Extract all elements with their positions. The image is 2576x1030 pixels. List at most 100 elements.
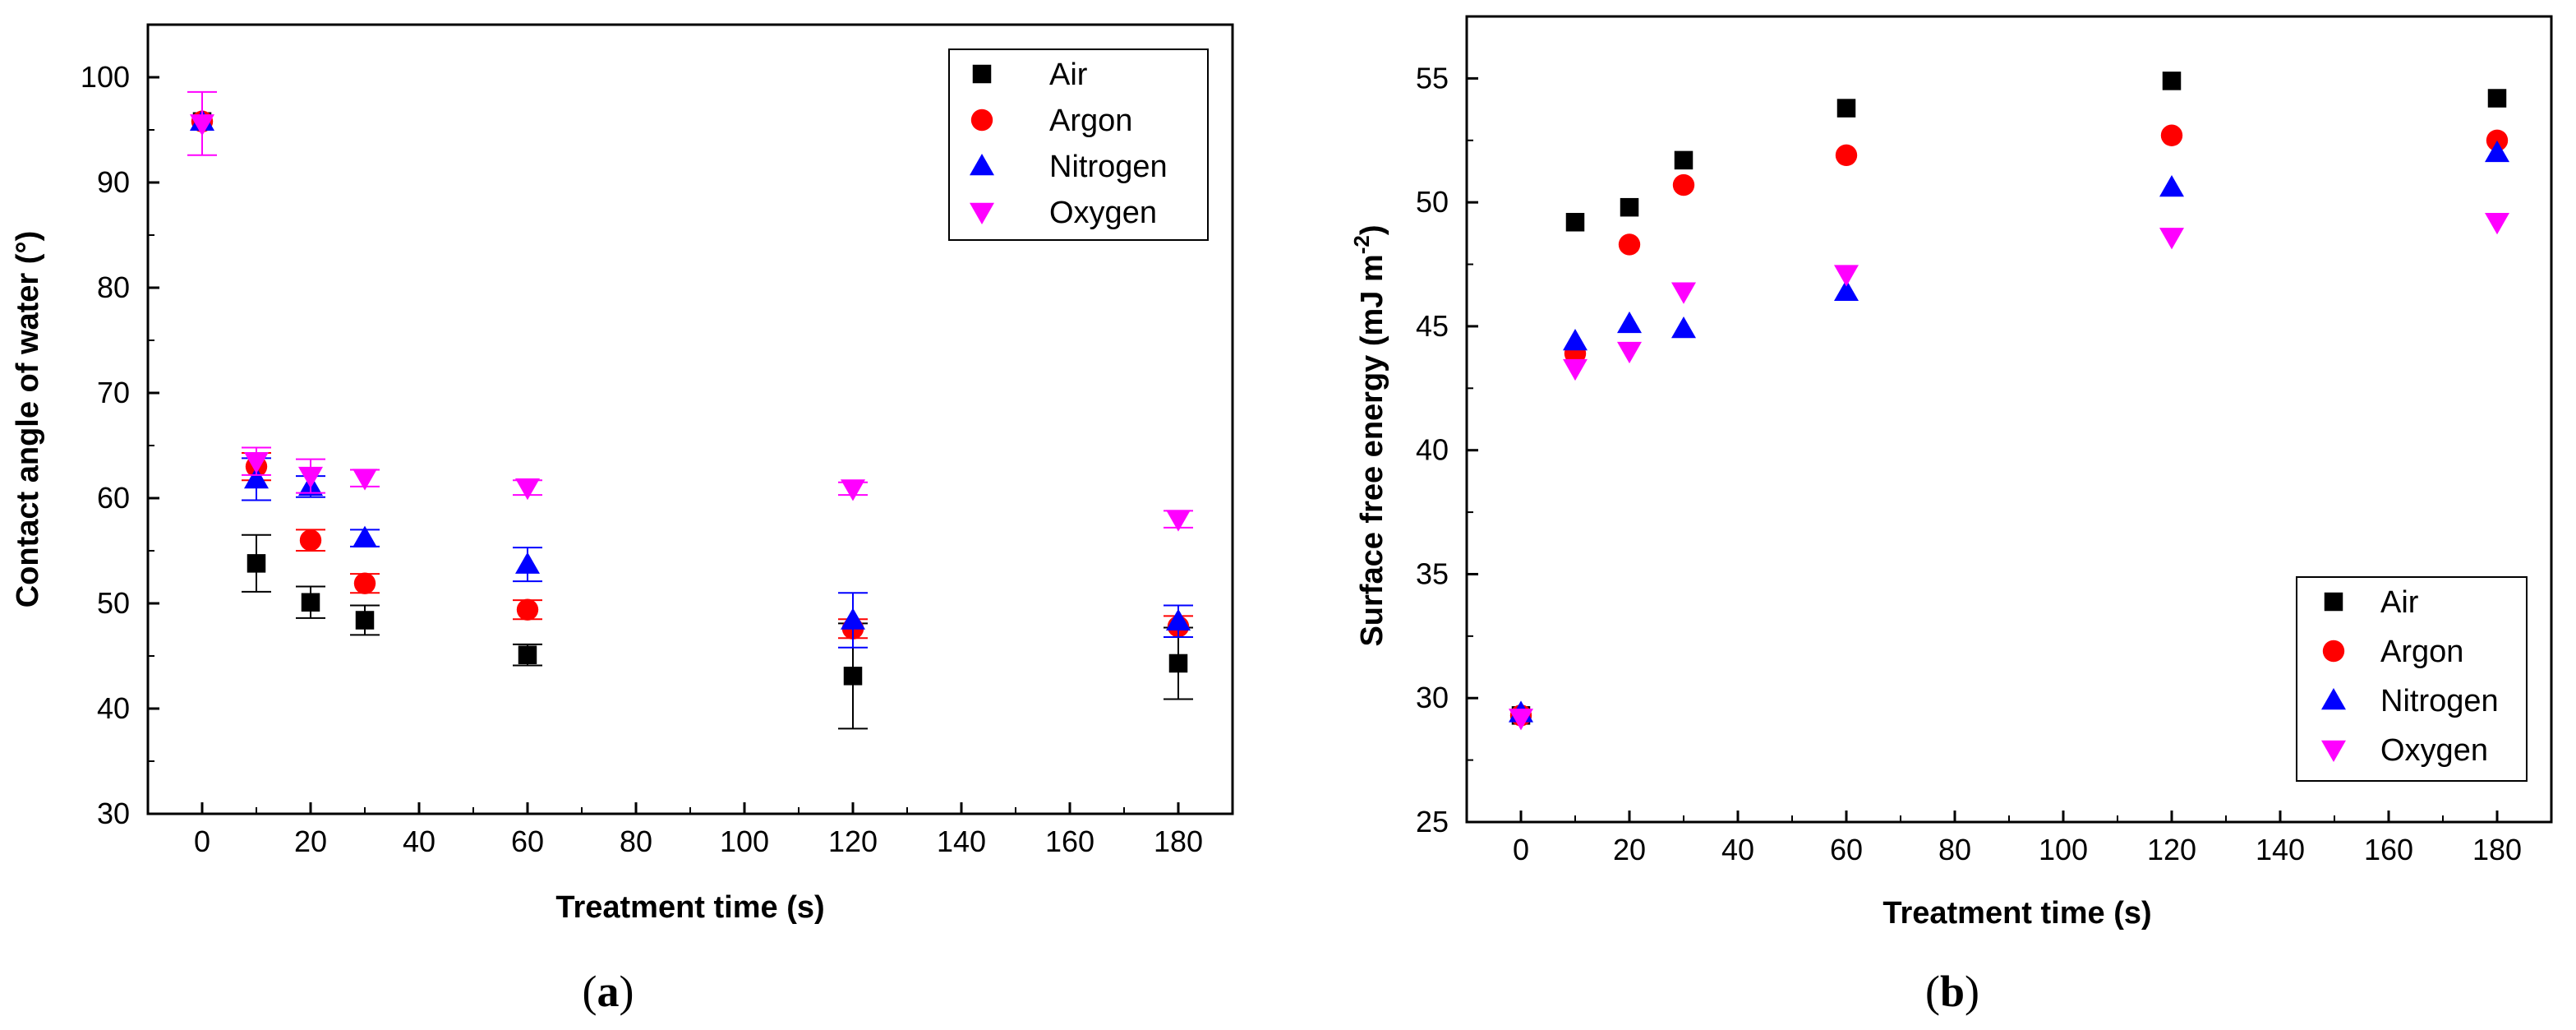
panel-a-series-nitrogen — [190, 109, 1193, 649]
panel-b-x-ticks: 0 20 40 60 80 100 120 140 160 180 — [1513, 811, 2522, 866]
panel-a-x-axis-title: Treatment time (s) — [555, 890, 824, 925]
panel-a-legend-entries: Air Argon Nitrogen Oxygen — [970, 58, 1168, 230]
panel-a-air-point — [518, 645, 537, 664]
panel-a-nitrogen-point — [353, 525, 377, 547]
panel-a-y-tick-label: 90 — [97, 165, 130, 199]
panel-b-legend-marker-oxygen — [2321, 740, 2346, 762]
panel-b-x-tick-label: 40 — [1721, 833, 1754, 866]
panel-a-x-tick-label: 40 — [403, 824, 435, 858]
panel-b-y-axis-title: Surface free energy (mJ m-2) — [1349, 224, 1389, 646]
panel-a-legend-label-air: Air — [1049, 58, 1088, 92]
panel-a-legend-label-nitrogen: Nitrogen — [1049, 150, 1168, 184]
panel-a-y-ticks: 30 40 50 60 70 80 90 100 — [81, 60, 159, 830]
panel-b-legend-label-nitrogen: Nitrogen — [2380, 684, 2499, 718]
panel-a-label-letter: a — [597, 967, 620, 1016]
panel-b-nitrogen-point — [2159, 175, 2184, 197]
panel-b-y-tick-label: 25 — [1416, 805, 1449, 838]
panel-b-x-tick-label: 160 — [2364, 833, 2413, 866]
panel-b-nitrogen-point — [1617, 311, 1642, 334]
panel-b-y-tick-label: 55 — [1416, 61, 1449, 95]
panel-b-y-tick-label: 50 — [1416, 185, 1449, 219]
panel-a-y-tick-label: 80 — [97, 270, 130, 304]
panel-a-panel-label: (a) — [583, 967, 634, 1016]
panel-a-argon-point — [299, 529, 322, 552]
panel-b-legend-label-oxygen: Oxygen — [2380, 733, 2488, 768]
panel-b-nitrogen-point — [1671, 316, 1696, 339]
panel-b-legend-marker-air — [2324, 592, 2343, 612]
panel-b-x-tick-label: 120 — [2147, 833, 2196, 866]
panel-b-argon-point — [2486, 129, 2509, 151]
panel-a-oxygen-point — [298, 466, 323, 489]
panel-a-legend-frame — [948, 48, 1209, 241]
panel-b-oxygen-point — [1834, 265, 1859, 287]
panel-b-y-ticks: 25 30 35 40 45 50 55 — [1416, 61, 1478, 838]
panel-b-x-tick-label: 0 — [1513, 833, 1529, 866]
panel-b-x-tick-label: 140 — [2256, 833, 2305, 866]
panel-a-oxygen-point — [1166, 510, 1191, 532]
panel-b-x-tick-label: 80 — [1938, 833, 1971, 866]
panel-a-x-tick-label: 20 — [294, 824, 327, 858]
panel-a-nitrogen-point — [244, 466, 269, 489]
panel-b-y-axis-title-suffix: ) — [1355, 224, 1389, 235]
panel-b-oxygen-point — [1617, 341, 1642, 364]
panel-a-y-tick-label: 30 — [97, 797, 130, 830]
panel-a-legend-marker-air — [972, 64, 992, 84]
panel-a-y-tick-label: 100 — [81, 60, 130, 94]
panel-b-legend: Air Argon Nitrogen Oxygen — [2296, 576, 2528, 782]
panel-b-legend-marker-nitrogen — [2321, 688, 2346, 710]
panel-b-series-oxygen — [1509, 213, 2509, 731]
panel-a-air-point — [1168, 654, 1188, 673]
panel-a-oxygen-point — [841, 479, 865, 501]
panel-b-argon-point — [1672, 173, 1695, 196]
panel-b-nitrogen-point — [1834, 279, 1859, 301]
panel-b-label-letter: b — [1940, 967, 1965, 1016]
panel-a-series-oxygen — [187, 90, 1193, 532]
panel-b-legend-label-air: Air — [2380, 585, 2419, 620]
panel-a-nitrogen-point — [515, 552, 540, 574]
panel-a-legend: Air Argon Nitrogen Oxygen — [948, 48, 1209, 241]
panel-a-legend-marker-argon — [970, 109, 993, 132]
panel-b-oxygen-point — [1563, 358, 1588, 381]
panel-a-contact-angle-chart: 0 20 40 60 80 100 120 140 160 180 30 40 50 60 70 80 90 1… — [11, 23, 1234, 1016]
panel-b-label-open: ( — [1925, 967, 1940, 1016]
panel-b-x-tick-label: 100 — [2039, 833, 2088, 866]
panel-b-legend-marker-argon — [2322, 640, 2345, 663]
panel-a-argon-point — [516, 598, 539, 621]
panel-b-argon-point — [2160, 124, 2183, 146]
panel-b-argon-point — [1835, 144, 1858, 167]
panel-b-data-points — [1509, 72, 2509, 731]
panel-b-nitrogen-point — [1563, 329, 1588, 351]
panel-a-x-tick-label: 60 — [511, 824, 544, 858]
panel-a-legend-label-oxygen: Oxygen — [1049, 196, 1157, 230]
panel-b-panel-label: (b) — [1925, 967, 1979, 1016]
panel-b-air-point — [2487, 89, 2507, 108]
panel-a-air-point — [843, 667, 863, 686]
panel-b-y-tick-label: 30 — [1416, 681, 1449, 714]
panel-b-surface-energy-chart: 0 20 40 60 80 100 120 140 160 180 25303540455055 … — [1349, 15, 2553, 1016]
panel-a-oxygen-point — [244, 451, 269, 474]
panel-a-nitrogen-point — [1166, 608, 1191, 631]
panel-b-air-point — [1674, 150, 1694, 170]
panel-b-air-point — [1565, 213, 1585, 232]
panel-b-legend-label-argon: Argon — [2380, 635, 2463, 669]
panel-b-y-axis-title-main: Surface free energy (mJ m — [1355, 254, 1389, 646]
panel-a-data-points — [187, 90, 1193, 730]
panel-a-nitrogen-point — [841, 607, 865, 630]
panel-b-legend-entries: Air Argon Nitrogen Oxygen — [2321, 585, 2499, 768]
panel-a-y-tick-label: 60 — [97, 481, 130, 515]
panel-a-x-tick-label: 0 — [194, 824, 210, 858]
panel-b-y-tick-label: 35 — [1416, 557, 1449, 590]
panel-b-label-close: ) — [1965, 967, 1979, 1016]
panel-a-y-axis-title: Contact angle of water (°) — [11, 231, 45, 608]
panel-a-y-tick-label: 70 — [97, 376, 130, 409]
panel-a-y-tick-label: 40 — [97, 691, 130, 725]
panel-b-y-tick-label: 45 — [1416, 309, 1449, 343]
panel-b-x-tick-label: 60 — [1830, 833, 1863, 866]
panel-a-legend-label-argon: Argon — [1049, 104, 1132, 138]
panel-b-air-point — [1620, 197, 1639, 217]
panel-a-x-tick-label: 180 — [1154, 824, 1203, 858]
panel-a-oxygen-point — [190, 114, 214, 136]
panel-b-y-tick-label: 40 — [1416, 433, 1449, 467]
panel-a-air-point — [247, 554, 266, 573]
panel-a-argon-point — [353, 572, 376, 594]
